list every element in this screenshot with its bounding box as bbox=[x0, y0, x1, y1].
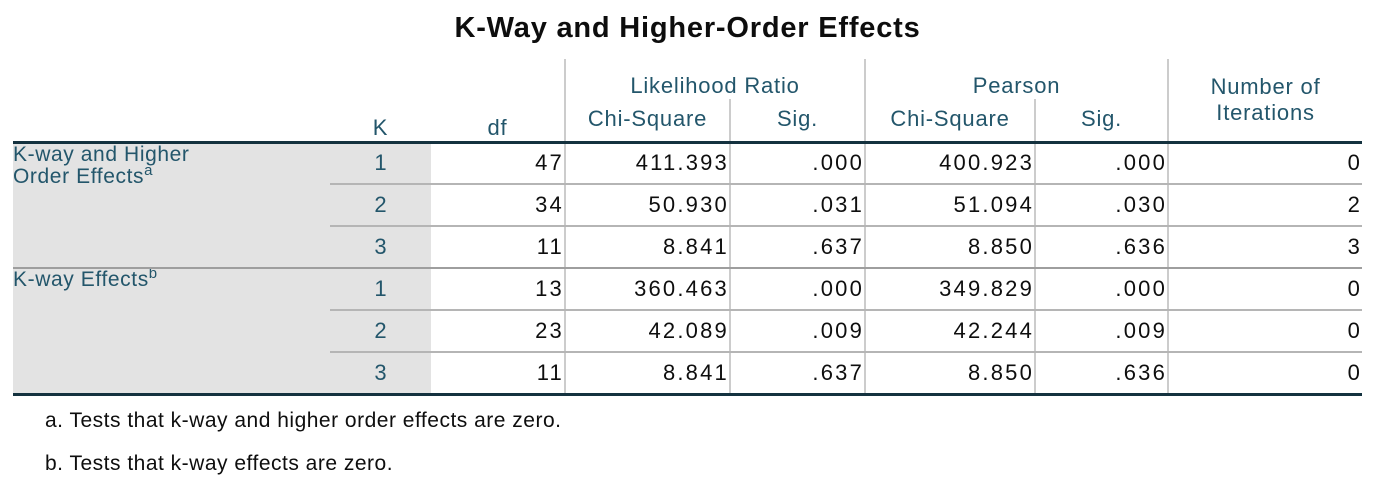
k-way-effects-table[interactable]: K df Likelihood Ratio Pearson Number of … bbox=[13, 59, 1363, 396]
column-header-pearson-chi-square: Chi-Square bbox=[864, 99, 1036, 144]
iterations-cell: 0 bbox=[1167, 310, 1363, 353]
stub-header-empty bbox=[13, 59, 330, 144]
column-header-df: df bbox=[431, 59, 565, 144]
df-cell: 34 bbox=[431, 184, 565, 227]
pearson-chi-square-cell: 400.923 bbox=[864, 142, 1036, 185]
k-value-cell: 2 bbox=[330, 310, 431, 353]
df-cell: 23 bbox=[431, 310, 565, 353]
lr-chi-square-cell: 42.089 bbox=[564, 310, 730, 353]
footnote-a: a. Tests that k-way and higher order eff… bbox=[45, 408, 562, 432]
iterations-cell: 2 bbox=[1167, 184, 1363, 227]
k-value-cell: 2 bbox=[330, 184, 431, 227]
k-value-cell: 3 bbox=[330, 226, 431, 269]
pearson-chi-square-cell: 349.829 bbox=[864, 268, 1036, 311]
pearson-chi-square-cell: 8.850 bbox=[864, 226, 1036, 269]
pearson-sig-cell: .030 bbox=[1034, 184, 1169, 227]
pearson-chi-square-cell: 8.850 bbox=[864, 352, 1036, 396]
table-header: K df Likelihood Ratio Pearson Number of … bbox=[13, 59, 1363, 144]
lr-chi-square-cell: 411.393 bbox=[564, 142, 730, 185]
row-label-text: K-way and Higher Order Effects bbox=[13, 142, 190, 188]
lr-sig-cell: .000 bbox=[728, 268, 866, 311]
column-header-k: K bbox=[330, 59, 431, 144]
pearson-sig-cell: .000 bbox=[1034, 268, 1169, 311]
pearson-chi-square-cell: 42.244 bbox=[864, 310, 1036, 353]
pearson-sig-cell: .009 bbox=[1034, 310, 1169, 353]
iterations-cell: 0 bbox=[1167, 268, 1363, 311]
k-value-cell: 3 bbox=[330, 352, 431, 396]
pearson-chi-square-cell: 51.094 bbox=[864, 184, 1036, 227]
row-label-k-way-and-higher-order: K-way and Higher Order Effectsa bbox=[13, 142, 330, 269]
lr-chi-square-cell: 50.930 bbox=[564, 184, 730, 227]
iterations-cell: 0 bbox=[1167, 352, 1363, 396]
table-row: 2 34 50.930 .031 51.094 .030 2 bbox=[13, 184, 1363, 227]
column-header-iterations: Number of Iterations bbox=[1167, 59, 1363, 144]
column-header-lr-sig: Sig. bbox=[728, 99, 866, 144]
group-header-pearson: Pearson bbox=[864, 59, 1169, 99]
lr-chi-square-cell: 8.841 bbox=[564, 226, 730, 269]
iterations-cell: 3 bbox=[1167, 226, 1363, 269]
k-value-cell: 1 bbox=[330, 142, 431, 185]
pearson-sig-cell: .636 bbox=[1034, 352, 1169, 396]
table-row: 3 11 8.841 .637 8.850 .636 0 bbox=[13, 352, 1363, 396]
table-row: 3 11 8.841 .637 8.850 .636 3 bbox=[13, 226, 1363, 269]
lr-sig-cell: .000 bbox=[728, 142, 866, 185]
footnote-ref-a: a bbox=[144, 161, 154, 179]
lr-sig-cell: .637 bbox=[728, 352, 866, 396]
page-title: K-Way and Higher-Order Effects bbox=[454, 12, 921, 44]
pearson-sig-cell: .636 bbox=[1034, 226, 1169, 269]
lr-sig-cell: .637 bbox=[728, 226, 866, 269]
lr-sig-cell: .009 bbox=[728, 310, 866, 353]
table-footnotes: a. Tests that k-way and higher order eff… bbox=[45, 409, 1388, 476]
table-row: 2 23 42.089 .009 42.244 .009 0 bbox=[13, 310, 1363, 353]
row-label-k-way-effects: K-way Effectsb bbox=[13, 268, 330, 396]
iterations-cell: 0 bbox=[1167, 142, 1363, 185]
row-label-text: K-way Effects bbox=[13, 268, 149, 291]
lr-chi-square-cell: 8.841 bbox=[564, 352, 730, 396]
footnote-ref-b: b bbox=[148, 268, 158, 282]
table-row: K-way Effectsb 1 13 360.463 .000 349.829… bbox=[13, 268, 1363, 396]
column-header-lr-chi-square: Chi-Square bbox=[564, 99, 730, 144]
df-cell: 11 bbox=[431, 352, 565, 396]
df-cell: 47 bbox=[431, 142, 565, 185]
lr-sig-cell: .031 bbox=[728, 184, 866, 227]
table-body: K-way and Higher Order Effectsa 1 47 411… bbox=[13, 142, 1363, 396]
df-cell: 11 bbox=[431, 226, 565, 269]
footnote-b: b. Tests that k-way effects are zero. bbox=[45, 451, 394, 475]
column-header-pearson-sig: Sig. bbox=[1034, 99, 1169, 144]
pearson-sig-cell: .000 bbox=[1034, 142, 1169, 185]
group-header-likelihood-ratio: Likelihood Ratio bbox=[563, 59, 866, 99]
df-cell: 13 bbox=[431, 268, 565, 311]
k-value-cell: 1 bbox=[330, 268, 431, 311]
lr-chi-square-cell: 360.463 bbox=[564, 268, 730, 311]
table-row: K-way and Higher Order Effectsa 1 47 411… bbox=[13, 142, 1363, 269]
